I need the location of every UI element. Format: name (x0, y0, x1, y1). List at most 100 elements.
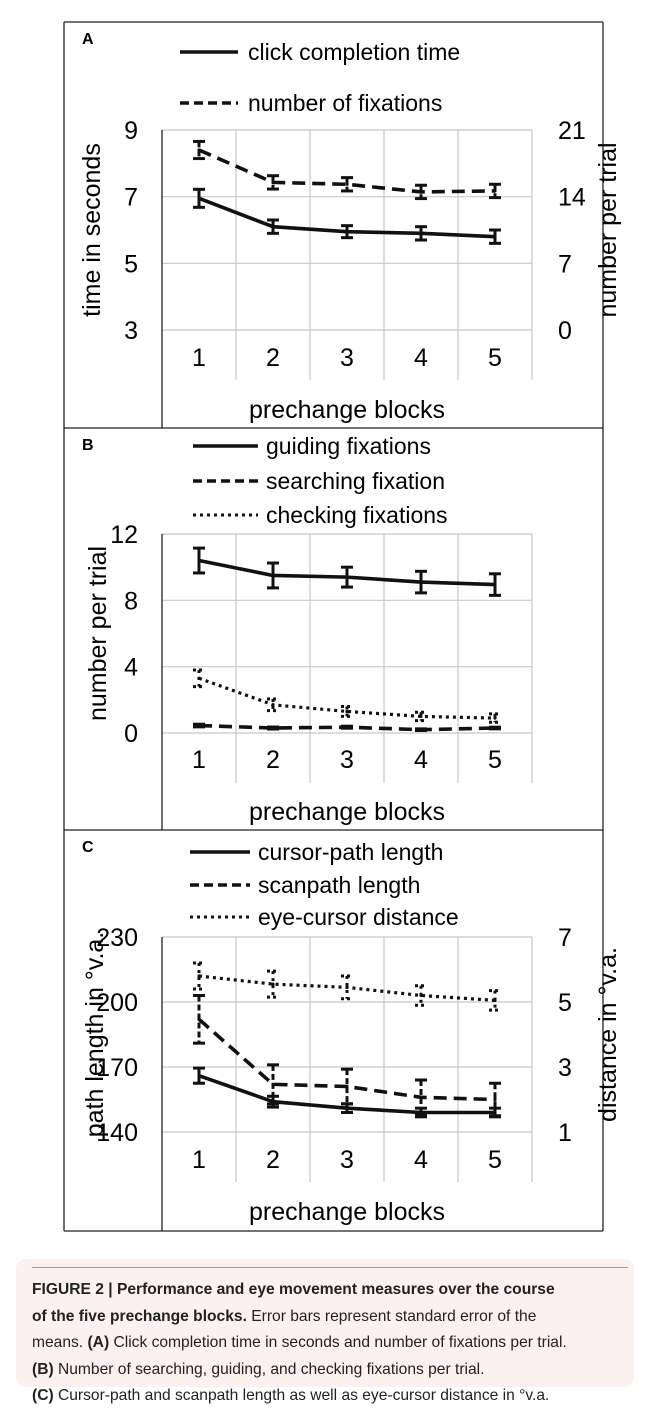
panel-c-series-1-point-4 (493, 1097, 497, 1102)
panel-a-series-1-point-3 (419, 190, 423, 194)
panel-c-ytick-1: 170 (96, 1054, 138, 1082)
panel-a-y2label: number per trial (594, 142, 622, 317)
panel-b-label: B (82, 437, 94, 454)
caption-c-label: (C) (32, 1387, 54, 1404)
panel-b-xlabel: prechange blocks (249, 798, 445, 826)
panel-b-series-1-point-2 (345, 725, 349, 729)
panel-a-xtick-2: 3 (340, 344, 354, 372)
caption-b-text: Number of searching, guiding, and checki… (53, 1360, 485, 1378)
panel-a-series-1-point-1 (271, 180, 275, 184)
panel-c-series-1-point-0 (197, 1017, 201, 1021)
panel-c-xtick-4: 5 (488, 1146, 502, 1174)
panel-b-series-1-point-3 (419, 728, 423, 732)
caption-b-label: (B) (32, 1360, 54, 1378)
caption-error-note: Error bars represent standard error of t… (246, 1307, 537, 1325)
panel-c-y2tick-0: 1 (558, 1119, 572, 1147)
panel-c-ytick-3: 230 (96, 924, 138, 952)
panel-a-series-1-point-0 (197, 148, 201, 152)
panel-b-ytick-1: 4 (124, 654, 138, 682)
panel-b-ytick-2: 8 (124, 587, 138, 615)
caption-title-cont: of the five prechange blocks. (32, 1307, 247, 1325)
panel-c-legend-label-1: scanpath length (258, 872, 420, 898)
panel-b-series-0-point-0 (197, 558, 201, 563)
caption-c-text: Cursor-path and scanpath length as well … (53, 1387, 550, 1404)
panel-c-xtick-3: 4 (414, 1146, 428, 1174)
panel-b-series-1-point-1 (271, 726, 275, 730)
panel-c-series-1-point-1 (271, 1082, 275, 1086)
panel-c-ytick-0: 140 (96, 1119, 138, 1147)
panel-c-series-1-point-3 (419, 1095, 423, 1099)
panel-b-series-2-point-2 (345, 709, 349, 714)
panel-b-series-0-point-4 (493, 582, 497, 587)
panel-b-xtick-0: 1 (192, 746, 206, 774)
panel-b-xtick-4: 5 (488, 746, 502, 774)
panel-a-series-0-point-1 (271, 225, 275, 229)
panel-a-series-0-point-0 (197, 196, 201, 200)
panel-a-series-0-point-2 (345, 230, 349, 234)
panel-a-xtick-1: 2 (266, 344, 280, 372)
panel-a-xlabel: prechange blocks (249, 396, 445, 424)
panel-a-y2tick-3: 21 (558, 117, 586, 145)
panel-c-legend-label-2: eye-cursor distance (258, 904, 459, 930)
panel-a-y2tick-0: 0 (558, 317, 572, 345)
panel-c-y2label: distance in °v.a. (594, 947, 622, 1122)
panel-a-series-0-point-4 (493, 235, 497, 239)
figure-caption: FIGURE 2 | Performance and eye movement … (16, 1259, 634, 1404)
panel-a-series-1-point-4 (493, 189, 497, 193)
caption-title: FIGURE 2 | Performance and eye movement … (32, 1281, 555, 1298)
panel-b-series-2-point-3 (419, 714, 423, 719)
panel-a-ylabel: time in seconds (78, 143, 106, 317)
panel-b-legend-label-0: guiding fixations (266, 433, 431, 459)
panel-c-series-1-point-2 (345, 1084, 349, 1089)
panel-a-xtick-4: 5 (488, 344, 502, 372)
panel-a-ytick-2: 7 (124, 184, 138, 212)
panel-a-series-1-point-2 (345, 182, 349, 186)
panel-a-ytick-1: 5 (124, 250, 138, 278)
panel-b-series-1-point-0 (197, 723, 201, 728)
panel-b-ytick-0: 0 (124, 720, 138, 748)
panel-c-ylabel: path length in °v.a. (81, 932, 109, 1138)
panel-a-series-0-point-3 (419, 231, 423, 235)
panel-a-label: A (82, 31, 94, 48)
panel-c-y2tick-1: 3 (558, 1054, 572, 1082)
panel-c-label: C (82, 839, 94, 856)
panel-c-xtick-1: 2 (266, 1146, 280, 1174)
panel-c-xtick-2: 3 (340, 1146, 354, 1174)
panel-b-xtick-2: 3 (340, 746, 354, 774)
caption-a-label: (A) (87, 1334, 110, 1351)
panel-c-series-2-point-3 (419, 993, 423, 998)
panel-c-series-2-point-4 (493, 998, 497, 1002)
panel-a-y2tick-1: 7 (558, 250, 572, 278)
panel-a-y2tick-2: 14 (558, 184, 586, 212)
panel-b-series-2-point-1 (271, 703, 275, 707)
panel-b-xtick-3: 4 (414, 746, 428, 774)
panel-c-series-0-point-0 (197, 1074, 201, 1078)
caption-means: means. (32, 1334, 84, 1351)
panel-a-xtick-0: 1 (192, 344, 206, 372)
panel-b-legend-label-2: checking fixations (266, 502, 448, 528)
panel-c-y2tick-3: 7 (558, 924, 572, 952)
panel-c-series-2-point-1 (271, 982, 275, 986)
panel-a-xtick-3: 4 (414, 344, 428, 372)
panel-b-legend-label-1: searching fixation (266, 468, 445, 494)
panel-c-series-2-point-0 (197, 974, 201, 978)
panel-c-ytick-2: 200 (96, 989, 138, 1017)
panel-c-series-0-point-2 (345, 1106, 349, 1110)
panel-b-ytick-3: 12 (110, 521, 138, 549)
panel-b-series-0-point-3 (419, 580, 423, 584)
panel-b-series-0-point-2 (345, 575, 349, 579)
panel-b-series-2-point-0 (197, 676, 201, 680)
panel-b-ylabel: number per trial (84, 546, 112, 721)
panel-a-ytick-3: 9 (124, 117, 138, 145)
panel-c-xlabel: prechange blocks (249, 1198, 445, 1226)
panel-a-ytick-0: 3 (124, 317, 138, 345)
caption-rule (32, 1267, 628, 1268)
panel-c-series-2-point-2 (345, 985, 349, 989)
panel-c-y2tick-2: 5 (558, 989, 572, 1017)
panel-a-legend-label-1: number of fixations (248, 90, 442, 116)
panel-b-series-1-point-4 (493, 726, 497, 730)
panel-b-series-2-point-4 (493, 716, 497, 720)
caption-a-text: Click completion time in seconds and num… (109, 1334, 567, 1351)
panel-b-xtick-1: 2 (266, 746, 280, 774)
